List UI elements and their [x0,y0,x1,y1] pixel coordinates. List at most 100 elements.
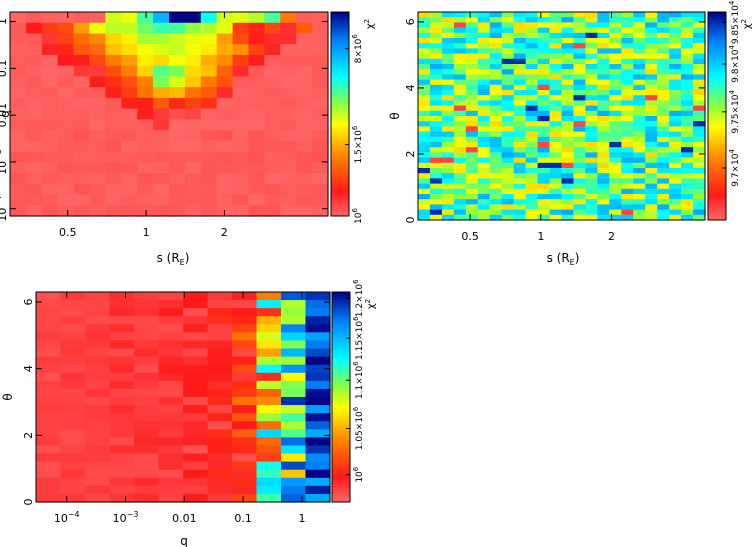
heatmap-cell [681,74,694,81]
heatmap-cell [184,140,202,153]
heatmap-cell [232,108,250,120]
heatmap-cell [429,100,443,107]
heatmap-cell [137,173,154,185]
heatmap-cell [89,44,106,56]
heatmap-cell [73,44,91,56]
heatmap-cell [525,95,539,101]
heatmap-cell [585,188,598,195]
heatmap-cell [561,183,575,190]
heatmap-cell [693,27,706,34]
heatmap-cell [153,33,170,45]
heatmap-cell [681,38,694,44]
heatmap-cell [681,110,694,117]
heatmap-cell [549,131,563,138]
heatmap-cell [109,388,135,398]
heatmap-cell [537,209,551,216]
heatmap-cell [429,43,443,49]
heatmap-cell [681,188,694,195]
heatmap-cell [573,147,587,153]
heatmap-cell [549,116,563,122]
heatmap-cell [645,126,658,133]
heatmap-cell [57,76,75,88]
heatmap-cell [573,157,587,164]
heatmap-cell [25,108,43,120]
heatmap-cell [609,121,622,127]
heatmap-cell [232,65,250,78]
heatmap-cell [681,105,694,112]
heatmap-cell [183,421,209,430]
heatmap-cell [121,151,138,163]
heatmap-cell [134,477,160,487]
heatmap-cell [418,69,431,75]
heatmap-cell [25,162,43,174]
heatmap-cell [549,209,563,216]
heatmap-cell [41,65,59,78]
heatmap-cell [441,116,455,122]
heatmap-cell [418,64,431,70]
heatmap-cell [281,453,307,463]
colorbar-tick-label: 1.15×106 [352,316,365,360]
heatmap-cell [256,324,282,333]
heatmap-cell [183,340,209,350]
heatmap-cell [109,493,135,503]
heatmap-cell [158,364,184,374]
heatmap-cell [489,74,503,81]
heatmap-cell [561,188,575,195]
heatmap-cell [296,108,313,120]
heatmap-cell [280,173,297,185]
heatmap-cell [477,131,491,138]
heatmap-cell [183,477,209,487]
heatmap-cell [184,108,202,120]
heatmap-cell [597,38,610,44]
heatmap-cell [669,53,682,60]
heatmap-cell [537,173,551,179]
heatmap-cell [453,17,467,23]
heatmap-cell [89,97,106,110]
heatmap-cell [573,188,587,195]
heatmap-cell [669,74,682,81]
heatmap-cell [585,214,598,221]
heatmap-cell [296,151,313,163]
heatmap-cell [418,168,431,174]
heatmap-cell [73,87,91,99]
heatmap-cell [669,69,682,75]
heatmap-cell [158,340,184,350]
heatmap-cell [305,453,331,463]
heatmap-cell [264,108,281,120]
heatmap-cell [501,168,515,174]
heatmap-cell [429,126,443,133]
heatmap-cell [537,178,551,185]
y-tick-label: 0.1 [0,60,9,78]
heatmap-cell [10,130,27,142]
panel-c-frame [35,291,331,503]
heatmap-cell [693,188,706,195]
heatmap-cell [264,97,281,110]
heatmap-cell [60,485,86,495]
heatmap-cell [657,43,670,49]
heatmap-cell [621,32,634,39]
heatmap-cell [232,469,258,479]
heatmap-cell [281,493,307,503]
heatmap-cell [10,119,27,131]
heatmap-cell [609,58,622,65]
heatmap-cell [657,74,670,81]
heatmap-cell [585,116,598,122]
heatmap-cell [60,332,86,342]
heatmap-cell [281,469,307,479]
heatmap-cell [585,38,598,44]
heatmap-cell [418,157,431,164]
heatmap-cell [216,173,234,185]
heatmap-cell [305,477,331,487]
heatmap-cell [36,477,62,487]
heatmap-cell [537,84,551,91]
heatmap-cell [429,183,443,190]
colorbar-tick-label: 1.1×106 [352,361,365,399]
panel-b-cells [418,12,706,221]
heatmap-cell [312,119,329,131]
heatmap-cell [681,48,694,55]
heatmap-cell [645,38,658,44]
heatmap-cell [501,110,515,117]
heatmap-cell [657,22,670,29]
